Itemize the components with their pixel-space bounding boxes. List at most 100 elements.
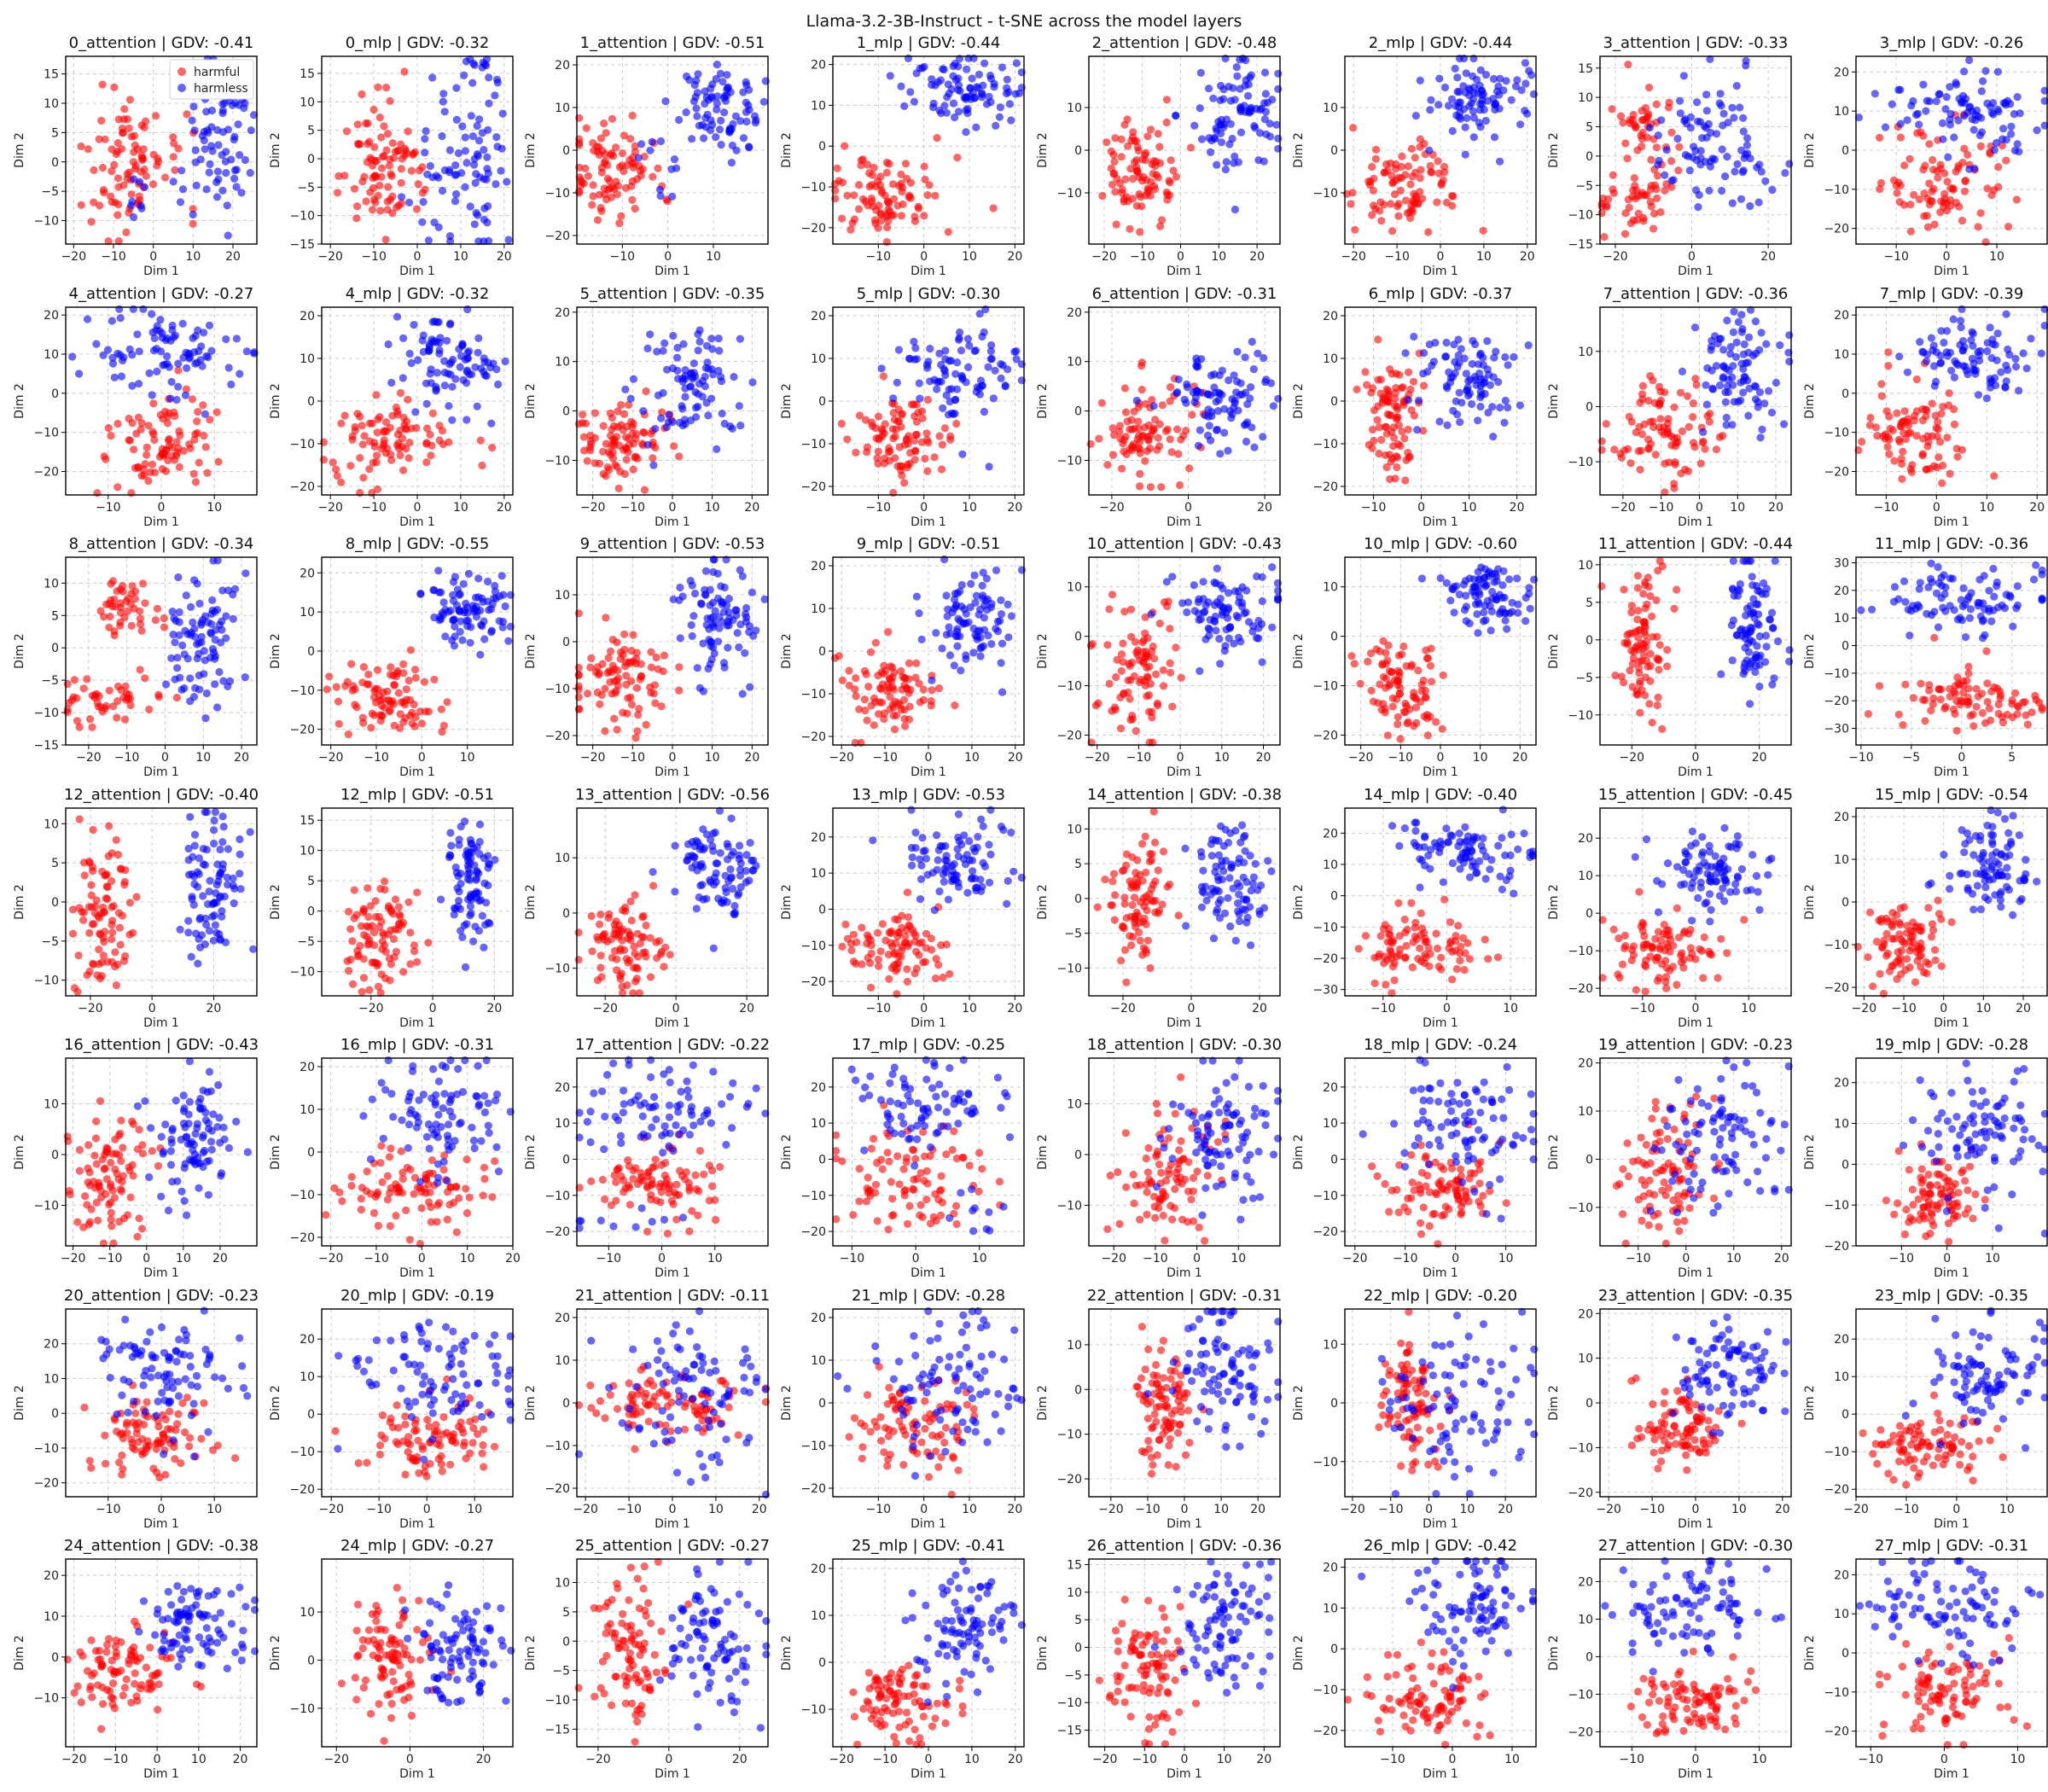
harmless-point [407, 358, 416, 367]
harmful-point [150, 468, 160, 476]
harmful-point [342, 127, 351, 136]
harmful-point [598, 168, 607, 177]
harmless-point [877, 364, 886, 372]
harmless-point [1260, 68, 1269, 77]
harmful-point [1620, 445, 1629, 454]
harmful-point [1143, 132, 1152, 141]
harmless-point [713, 61, 722, 69]
harmful-point [96, 607, 105, 615]
harmful-point [1922, 465, 1931, 474]
x-tick-label: −10 [1649, 501, 1674, 515]
harmful-point [1442, 198, 1451, 207]
harmless-point [1716, 381, 1725, 389]
harmless-point [1236, 84, 1244, 93]
harmless-point [1269, 401, 1277, 410]
harmless-point [2002, 376, 2010, 385]
harmless-point [1968, 328, 1976, 336]
harmful-point [1402, 701, 1411, 710]
harmless-point [1729, 556, 1738, 565]
harmless-point [1197, 135, 1206, 143]
harmful-point [113, 419, 122, 428]
x-tick-label: −20 [1610, 501, 1636, 515]
harmful-point [1983, 697, 1992, 707]
harmless-point [1234, 158, 1242, 166]
harmful-point [1912, 375, 1921, 383]
y-axis-label: Dim 2 [524, 633, 538, 669]
harmful-point [577, 176, 585, 184]
y-tick-label: −10 [801, 688, 827, 701]
harmless-point [426, 369, 434, 378]
harmless-point [963, 65, 971, 73]
harmless-point [1739, 556, 1748, 565]
harmful-point [1633, 615, 1642, 624]
harmless-point [1705, 186, 1713, 195]
harmful-point [1930, 220, 1939, 229]
harmful-point [1649, 632, 1657, 641]
harmless-point [1430, 338, 1439, 346]
harmless-point [230, 136, 238, 144]
harmless-point [1743, 141, 1752, 149]
harmless-point [724, 643, 732, 652]
harmful-point [634, 711, 643, 719]
harmless-point [933, 385, 941, 393]
harmless-point [1475, 100, 1484, 108]
harmless-point [1986, 378, 1994, 387]
harmful-point [1166, 382, 1174, 391]
harmless-point [479, 597, 487, 606]
harmful-point [1378, 637, 1388, 645]
harmless-point [1954, 116, 1963, 125]
harmful-point [1929, 694, 1938, 702]
harmless-point [1657, 116, 1666, 125]
panel-title: 8_mlp | GDV: -0.55 [345, 535, 489, 553]
harmless-point [1470, 372, 1479, 381]
y-tick-label: 0 [1074, 144, 1082, 158]
harmless-point [992, 566, 1001, 574]
harmful-point [884, 628, 893, 637]
harmless-point [630, 375, 638, 383]
harmful-point [1950, 420, 1958, 428]
harmless-point [1490, 133, 1498, 142]
harmful-point [1091, 701, 1100, 710]
harmful-point [1661, 186, 1669, 195]
harmful-point [1144, 690, 1153, 700]
harmless-point [915, 379, 923, 387]
harmless-point [454, 345, 463, 353]
harmless-point [1003, 75, 1011, 84]
harmless-point [1871, 90, 1879, 98]
harmless-point [1487, 626, 1495, 635]
harmless-point [975, 70, 984, 79]
harmless-point [1215, 660, 1225, 668]
harmless-point [431, 387, 440, 395]
harmless-point [190, 625, 199, 633]
harmful-point [1656, 414, 1665, 422]
harmless-point [1900, 577, 1908, 585]
harmless-point [175, 631, 183, 639]
harmless-point [1241, 352, 1249, 361]
harmful-point [1172, 172, 1180, 181]
harmless-point [700, 134, 708, 143]
harmless-point [986, 71, 995, 80]
harmless-point [1434, 74, 1443, 83]
harmful-point [1636, 465, 1644, 474]
harmless-point [461, 133, 469, 142]
y-tick-label: −10 [801, 181, 827, 195]
y-tick-label: −20 [801, 730, 827, 744]
harmful-point [1401, 196, 1410, 205]
harmless-point [1260, 99, 1268, 108]
x-tick-label: 0 [669, 751, 677, 765]
harmful-point [1689, 399, 1698, 407]
harmless-point [1217, 138, 1225, 147]
panel-title: 1_mlp | GDV: -0.44 [857, 34, 1001, 52]
harmless-point [742, 609, 750, 619]
harmful-point [588, 201, 596, 209]
harmless-point [1149, 401, 1158, 410]
harmful-point [1898, 474, 1906, 483]
harmful-point [1655, 655, 1663, 664]
harmful-point [329, 457, 337, 466]
y-tick-label: −20 [289, 480, 315, 494]
harmless-point [490, 581, 498, 591]
harmless-point [1005, 100, 1015, 108]
harmful-point [113, 139, 122, 148]
harmless-point [711, 619, 719, 627]
